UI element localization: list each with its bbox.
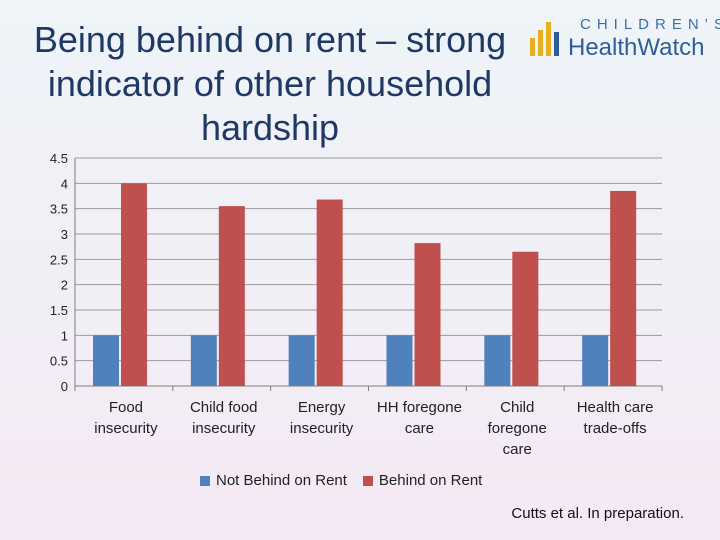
y-tick-label: 3	[61, 227, 68, 242]
y-tick-label: 2	[61, 278, 68, 293]
chart-legend: Not Behind on Rent Behind on Rent	[200, 472, 490, 489]
category-label: insecurity	[94, 420, 158, 437]
bar-behind	[121, 183, 147, 386]
legend-swatch-behind	[362, 475, 373, 486]
bar-behind	[512, 251, 539, 386]
bar-not-behind	[288, 335, 315, 386]
y-tick-label: 1	[61, 328, 68, 343]
y-tick-label: 0.5	[50, 354, 68, 369]
category-label: insecurity	[290, 420, 354, 437]
logo-bottom-text: HealthWatch	[568, 34, 705, 61]
category-label: insecurity	[192, 420, 256, 437]
bar-not-behind	[190, 335, 217, 386]
childrens-healthwatch-logo: CHILDREN’S HealthWatch	[528, 12, 720, 62]
y-tick-label: 4.5	[50, 151, 68, 166]
bar-not-behind	[484, 335, 511, 386]
bar-behind	[610, 190, 637, 386]
legend-item-not-behind: Not Behind on Rent	[200, 472, 347, 489]
logo-bars-icon	[530, 22, 559, 56]
bar-chart: 0 0.5 1 1.5 2 2.5 3 3.5 4 4.5 Food insecurity Child …	[50, 151, 663, 458]
legend-swatch-not-behind	[200, 475, 210, 486]
citation: Cutts et al. In preparation.	[511, 505, 684, 522]
y-tick-label: 1.5	[50, 303, 68, 318]
category-label: HH foregone	[377, 399, 462, 416]
category-label: Energy	[298, 399, 346, 416]
y-tick-label: 4	[61, 176, 68, 191]
bar-not-behind	[386, 335, 413, 386]
bar-behind	[414, 243, 441, 386]
category-label: care	[405, 420, 434, 437]
category-label: Food	[109, 399, 143, 416]
bar-behind	[316, 199, 343, 386]
category-label: care	[503, 441, 532, 458]
chart-title: Being behind on rent – strong indicator …	[33, 19, 507, 148]
y-tick-label: 3.5	[50, 202, 68, 217]
category-label: trade-offs	[584, 420, 647, 437]
category-label: Child food	[190, 399, 258, 416]
legend-item-behind: Behind on Rent	[362, 472, 483, 489]
bar-behind	[218, 206, 245, 386]
category-label: Health care	[577, 399, 654, 416]
y-tick-label: 0	[61, 379, 68, 394]
bar-not-behind	[93, 335, 119, 386]
category-label: foregone	[488, 420, 547, 437]
logo-top-text: CHILDREN’S	[580, 16, 720, 33]
category-label: Child	[500, 399, 534, 416]
legend-label-behind: Behind on Rent	[378, 472, 483, 489]
bar-not-behind	[582, 335, 609, 386]
y-tick-label: 2.5	[50, 252, 68, 267]
legend-label-not-behind: Not Behind on Rent	[216, 472, 347, 489]
